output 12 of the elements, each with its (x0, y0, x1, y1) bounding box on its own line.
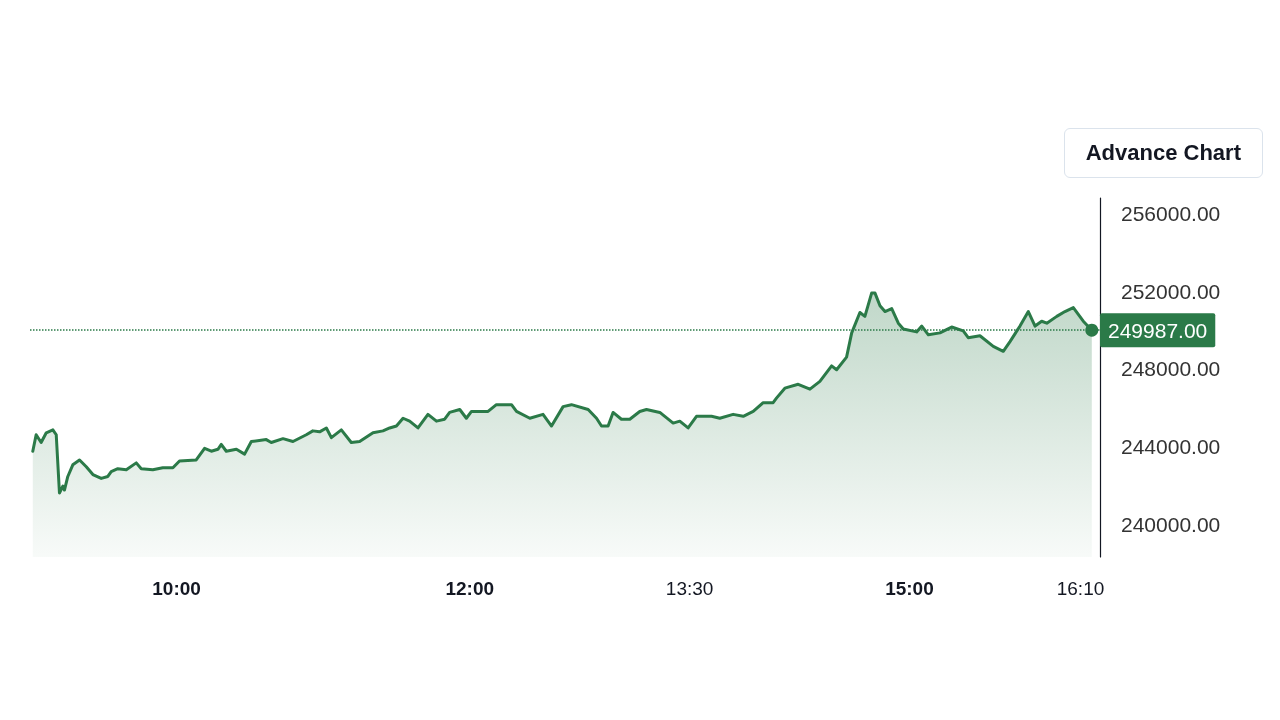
y-tick-label: 256000.00 (1121, 202, 1221, 226)
y-tick-label: 244000.00 (1121, 434, 1221, 458)
y-tick-label: 252000.00 (1121, 279, 1221, 303)
x-tick-label: 10:00 (152, 578, 201, 599)
x-tick-label: 15:00 (885, 578, 934, 599)
y-tick-label: 248000.00 (1121, 357, 1221, 381)
ref-line-label: 249987.00 (1108, 318, 1208, 342)
x-tick-label: 12:00 (445, 578, 495, 599)
x-tick-label: 16:10 (1056, 578, 1105, 599)
x-tick-label: 13:30 (665, 578, 714, 599)
y-tick-label: 240000.00 (1121, 512, 1221, 536)
button: Advance Chart (1063, 128, 1263, 178)
